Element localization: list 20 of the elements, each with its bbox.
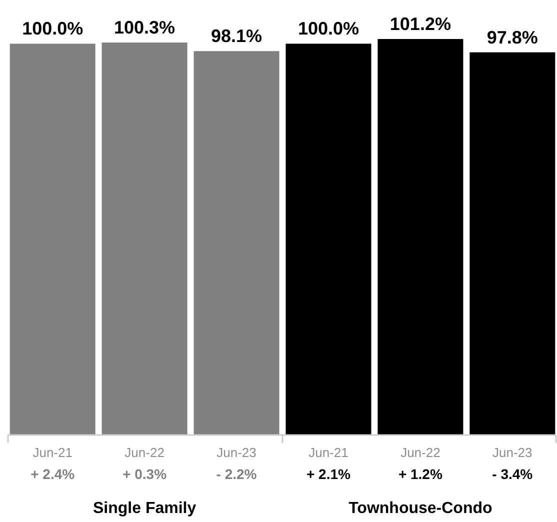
- x-tick-label: Jun-22: [400, 445, 440, 460]
- text: Townhouse-Condo: [348, 500, 492, 517]
- data-label: 101.2%: [390, 14, 451, 34]
- text: + 1.2%: [398, 466, 443, 482]
- text: Single Family: [92, 500, 196, 517]
- data-label: 100.0%: [298, 18, 360, 39]
- x-tick-label: Jun-23: [492, 445, 532, 460]
- text: - 3.4%: [492, 466, 534, 482]
- data-label: 100.3%: [114, 18, 176, 38]
- text: + 0.3%: [122, 466, 168, 482]
- text: - 2.2%: [216, 466, 258, 482]
- data-label: 97.8%: [486, 27, 538, 48]
- x-tick-label: Jun-22: [124, 445, 164, 460]
- text: + 2.4%: [30, 466, 76, 482]
- text: + 2.1%: [306, 466, 352, 482]
- x-tick-label: Jun-21: [308, 445, 348, 460]
- data-label: 98.1%: [210, 26, 262, 46]
- data-label: 100.0%: [22, 18, 84, 39]
- x-tick-label: Jun-23: [216, 445, 256, 460]
- x-tick-label: Jun-21: [32, 445, 72, 460]
